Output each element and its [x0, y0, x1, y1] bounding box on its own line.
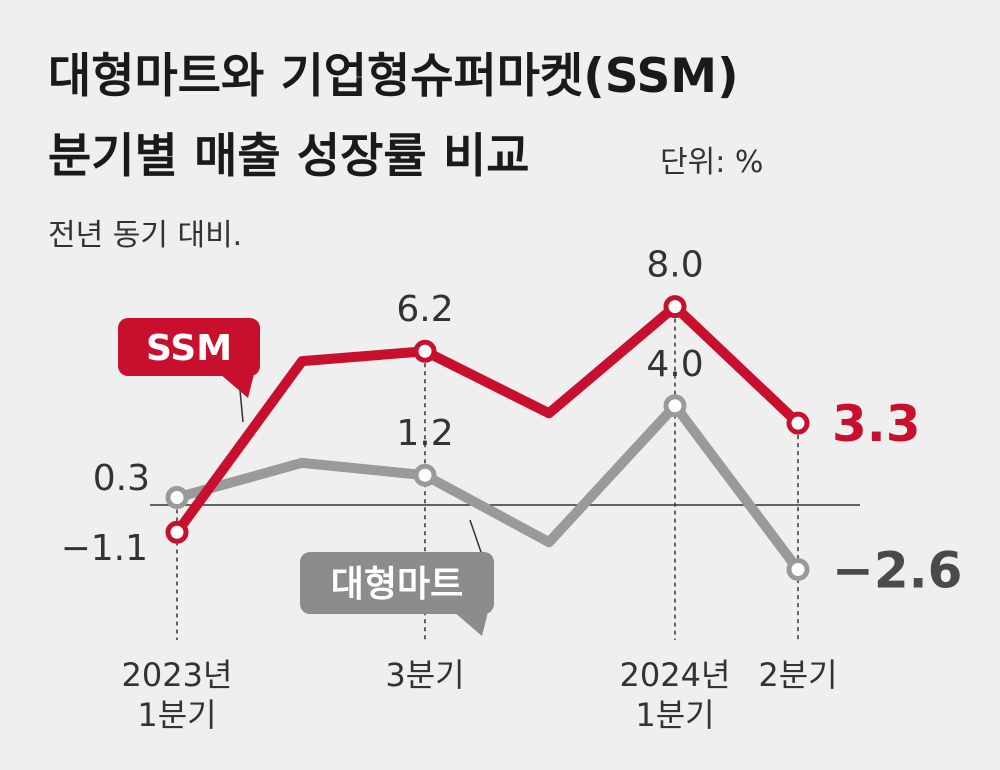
series-badge-ssm: SSM — [118, 318, 260, 423]
series-badge-hypermarket-pointer — [469, 519, 483, 556]
series-badges: SSM 대형마트 — [118, 318, 494, 636]
marker-ssm-4 — [663, 295, 687, 319]
series-badge-hypermarket-tail — [454, 612, 488, 636]
series-badge-ssm-tail — [220, 374, 254, 398]
marker-ssm-2 — [413, 339, 437, 363]
series-lines — [172, 301, 803, 575]
marker-hypermarket-4 — [663, 394, 687, 418]
x-tick-label-0-1: 1분기 — [137, 696, 216, 734]
marker-ssm-0 — [165, 520, 189, 544]
value-label-hypermarket-0: 0.3 — [93, 458, 150, 499]
series-line-ssm — [172, 301, 803, 538]
series-badge-hypermarket-box — [300, 552, 494, 614]
series-line-hypermarket — [172, 400, 803, 575]
marker-hypermarket-0 — [165, 486, 189, 510]
series-markers — [165, 295, 810, 581]
series-badge-ssm-text: SSM — [146, 328, 232, 369]
chart-title-line-1: 대형마트와 기업형슈퍼마켓(SSM) — [48, 49, 739, 104]
x-tick-label-0-0: 2023년 — [122, 656, 233, 694]
series-badge-ssm-pointer — [239, 389, 244, 423]
series-badge-hypermarket-text: 대형마트 — [331, 564, 463, 605]
value-label-hypermarket-4: 4.0 — [646, 344, 703, 385]
chart-subtitle: 전년 동기 대비. — [48, 218, 242, 253]
value-label-ssm-5: 3.3 — [832, 395, 921, 453]
guide-lines — [176, 318, 799, 640]
value-label-hypermarket-5: −2.6 — [832, 541, 962, 599]
x-tick-label-2-0: 3분기 — [385, 656, 464, 694]
value-label-ssm-0: −1.1 — [61, 528, 148, 569]
chart-title: 대형마트와 기업형슈퍼마켓(SSM) 분기별 매출 성장률 비교 단위: % — [48, 49, 763, 184]
x-tick-label-4-0: 2024년 — [620, 656, 731, 694]
marker-hypermarket-2 — [413, 463, 437, 487]
x-tick-label-5-0: 2분기 — [758, 656, 837, 694]
value-label-ssm-2: 6.2 — [396, 289, 453, 330]
value-label-ssm-4: 8.0 — [646, 245, 703, 286]
series-badge-ssm-box — [118, 318, 260, 376]
x-tick-label-4-1: 1분기 — [635, 696, 714, 734]
value-labels: −1.1 6.2 8.0 3.3 0.3 1.2 4.0 −2.6 — [61, 245, 963, 600]
marker-hypermarket-5 — [786, 557, 810, 581]
value-label-hypermarket-2: 1.2 — [396, 413, 453, 454]
chart-title-line-2: 분기별 매출 성장률 비교 — [48, 129, 530, 184]
marker-ssm-5 — [786, 411, 810, 435]
unit-label: 단위: % — [660, 145, 763, 180]
series-badge-hypermarket: 대형마트 — [300, 519, 494, 636]
